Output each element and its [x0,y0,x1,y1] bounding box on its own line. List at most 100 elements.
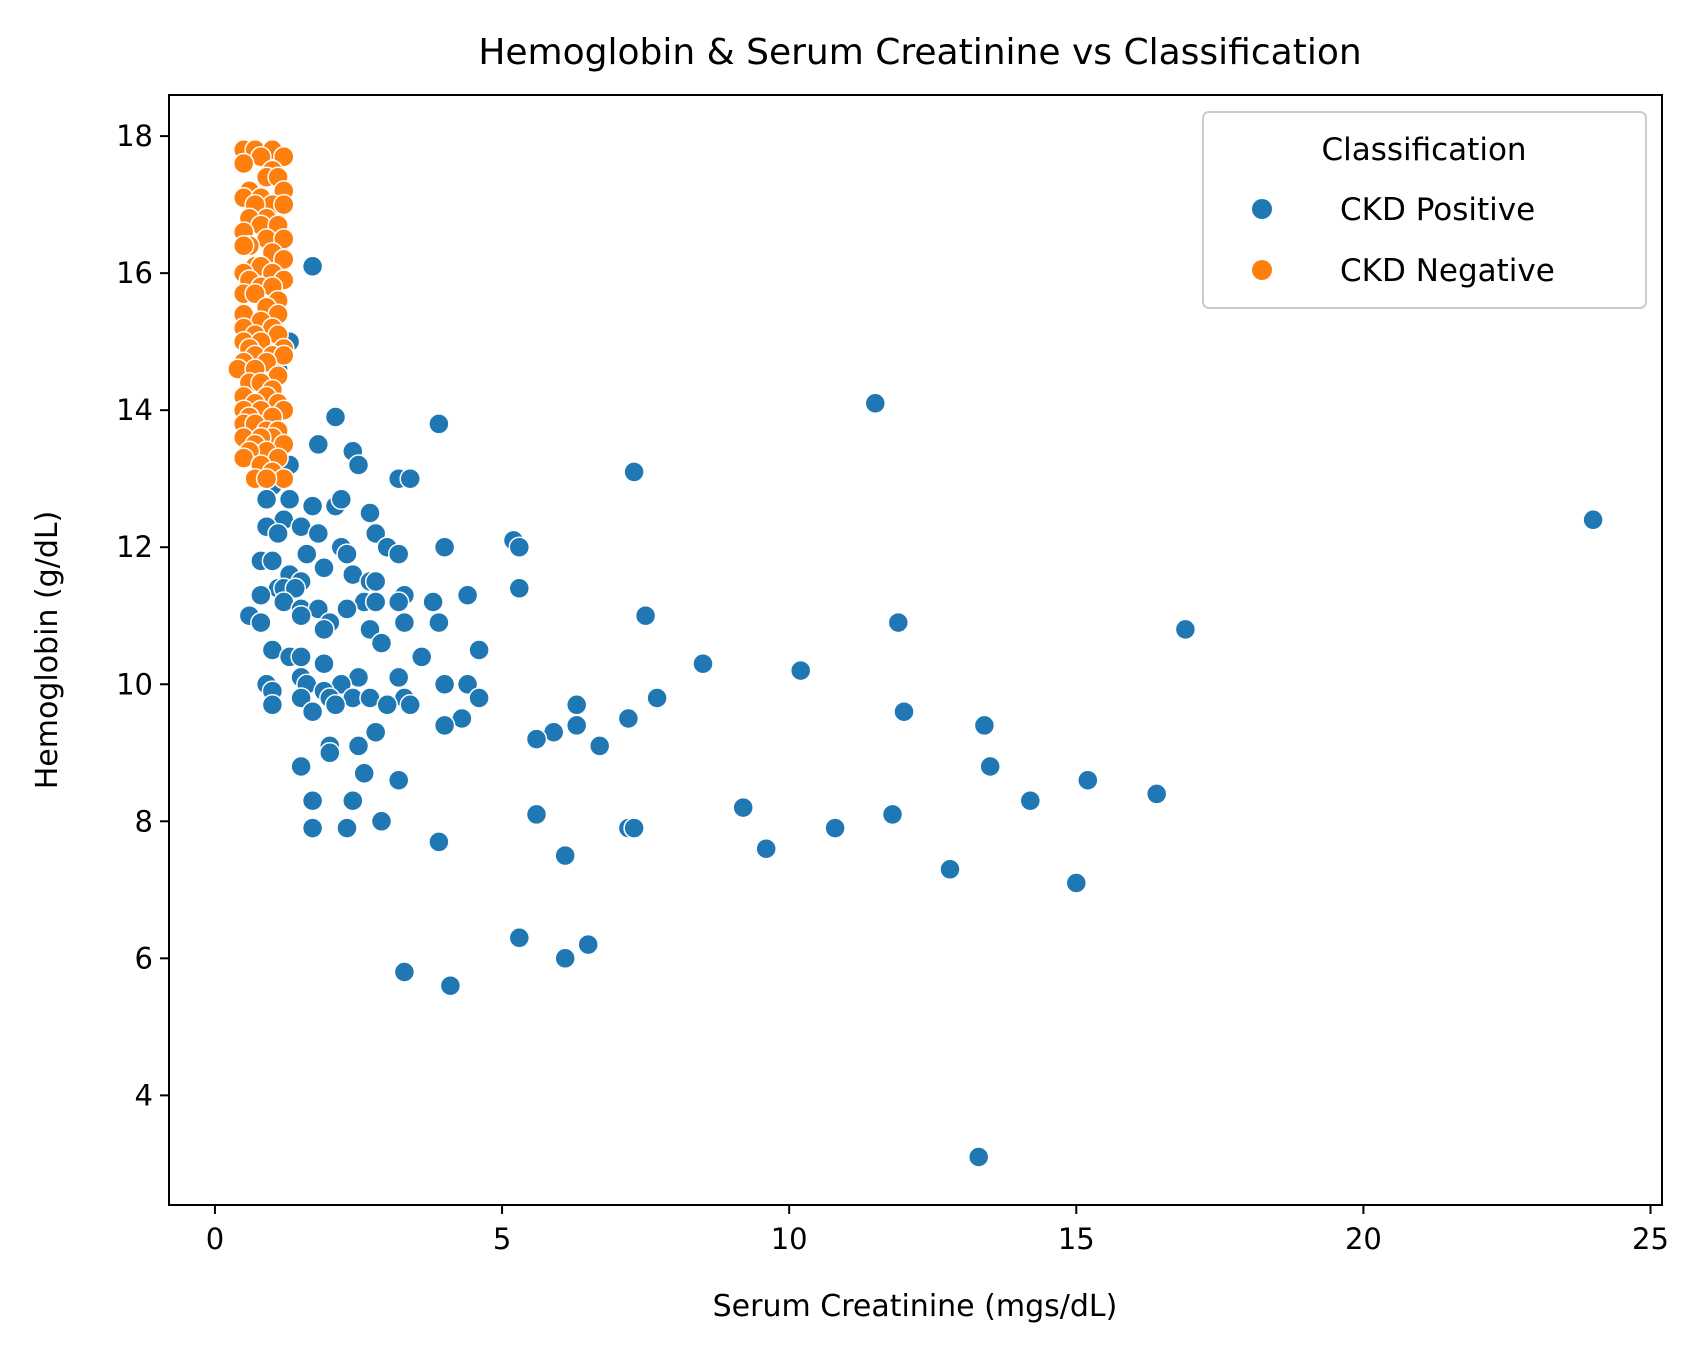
legend: Classification CKD Positive CKD Negative [1202,111,1647,309]
data-point [789,659,812,682]
data-point [525,728,548,750]
y-tick-label: 4 [135,1078,153,1112]
data-point [468,639,490,661]
data-point [250,611,272,634]
data-point [973,714,996,737]
data-point [1582,509,1604,531]
data-point [439,974,462,997]
data-point [428,611,450,634]
data-point [296,543,318,565]
series-ckd-negative [227,139,295,490]
data-point [456,673,479,696]
data-point [1077,769,1099,791]
data-point [273,145,295,168]
data-point [307,433,330,456]
data-point [336,543,358,565]
data-point [1019,789,1042,812]
data-point [410,646,433,668]
data-point [428,413,450,435]
y-tick-label: 18 [116,119,153,153]
data-point [267,522,289,545]
legend-title: Classification [1321,132,1526,168]
data-point [353,762,375,785]
y-axis-ticks: 4 6 8 10 12 14 16 18 [116,119,169,1112]
data-point [1065,872,1088,894]
data-point [387,543,410,565]
data-point [250,584,272,606]
data-point [232,152,255,175]
data-point [376,694,398,716]
data-point [732,796,754,819]
data-point [939,858,961,881]
data-point [565,714,588,737]
data-point [313,618,335,641]
data-point [319,742,341,764]
x-tick-label: 10 [771,1222,808,1256]
data-point [893,700,915,723]
data-point [433,714,456,737]
x-tick-label: 5 [493,1222,511,1256]
x-axis-label: Serum Creatinine (mgs/dL) [713,1289,1118,1324]
data-point [623,817,645,839]
y-tick-label: 12 [116,530,153,564]
data-point [824,817,846,839]
x-tick-label: 0 [206,1222,224,1256]
data-point [634,604,657,627]
data-point [313,652,335,675]
data-point [347,454,370,476]
data-point [554,844,576,867]
legend-marker-positive [1252,199,1272,219]
y-tick-label: 16 [116,256,153,290]
data-point [979,755,1001,778]
data-point [301,255,324,278]
data-point [692,652,714,675]
data-point [301,789,324,812]
x-tick-label: 25 [1632,1222,1669,1256]
data-point [433,673,456,696]
data-point [301,495,324,517]
data-point [330,488,353,511]
data-point [364,570,387,593]
data-point [301,817,324,839]
data-point [290,687,312,709]
data-point [359,502,381,524]
y-tick-label: 6 [135,941,153,975]
data-point [244,282,266,305]
data-point [617,707,640,730]
data-point [301,700,324,723]
data-point [881,803,904,826]
data-point [508,927,531,949]
data-point [399,467,421,490]
x-tick-label: 15 [1058,1222,1095,1256]
chart-title: Hemoglobin & Serum Creatinine vs Classif… [478,32,1361,73]
y-tick-label: 8 [135,804,153,838]
data-point [393,961,416,983]
data-point [290,755,312,778]
x-axis-ticks: 0 5 10 15 20 25 [206,1205,1669,1256]
data-point [525,803,548,826]
data-point [393,611,416,634]
data-point [565,694,588,716]
legend-marker-negative [1252,260,1272,280]
data-point [364,591,387,613]
data-point [284,577,307,600]
data-point [364,522,387,545]
data-point [646,687,668,709]
data-point [290,604,312,627]
data-point [864,392,887,415]
data-point [313,557,335,579]
data-point [290,646,312,668]
data-point [623,461,645,483]
data-point [261,694,284,716]
y-axis-label: Hemoglobin (g/dL) [30,511,65,790]
data-point [278,488,301,511]
y-tick-label: 14 [116,393,153,427]
data-point [755,837,777,860]
data-point [554,947,576,970]
data-point [456,584,479,606]
data-point [273,193,295,216]
x-tick-label: 20 [1345,1222,1382,1256]
data-point [387,591,410,613]
y-tick-label: 10 [116,667,153,701]
